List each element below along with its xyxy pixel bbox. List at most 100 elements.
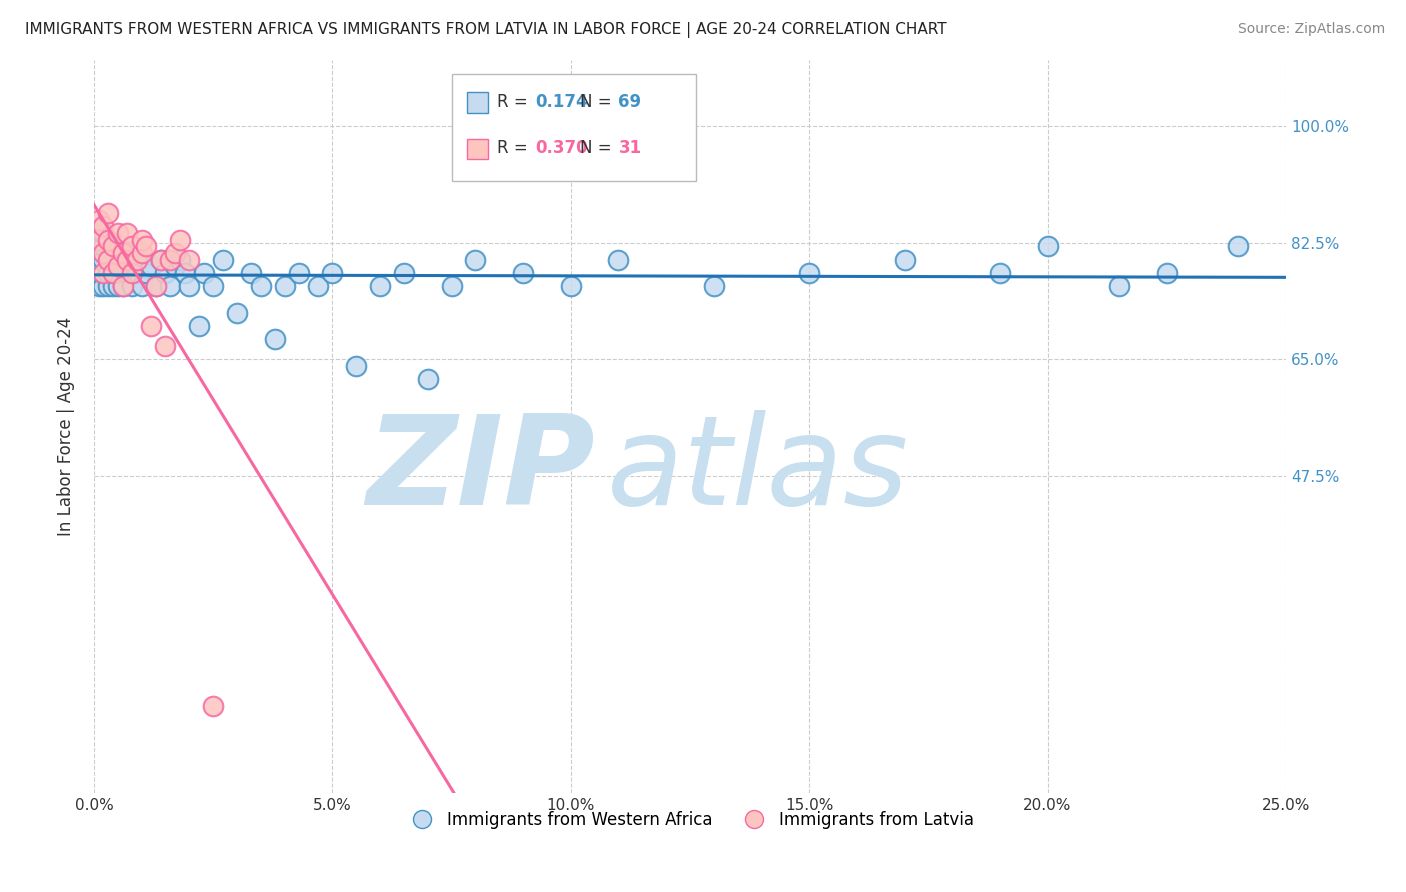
- Point: [117, 226, 139, 240]
- Point: [101, 252, 124, 267]
- Point: [607, 252, 630, 267]
- Point: [93, 226, 115, 240]
- Point: [131, 245, 153, 260]
- Text: N =: N =: [581, 93, 617, 111]
- Point: [97, 252, 120, 267]
- Point: [141, 319, 163, 334]
- Point: [145, 279, 167, 293]
- Point: [93, 239, 115, 253]
- Legend: Immigrants from Western Africa, Immigrants from Latvia: Immigrants from Western Africa, Immigran…: [399, 805, 981, 836]
- Point: [988, 266, 1011, 280]
- Point: [179, 252, 201, 267]
- Point: [107, 266, 129, 280]
- Bar: [467, 93, 488, 113]
- Point: [131, 252, 153, 267]
- Point: [193, 266, 215, 280]
- Point: [464, 252, 486, 267]
- Point: [1156, 266, 1178, 280]
- Point: [179, 279, 201, 293]
- Point: [101, 279, 124, 293]
- Point: [125, 266, 148, 280]
- Point: [117, 252, 139, 267]
- Point: [159, 279, 181, 293]
- Point: [121, 266, 143, 280]
- Point: [97, 206, 120, 220]
- Point: [560, 279, 582, 293]
- Point: [368, 279, 391, 293]
- Point: [173, 266, 195, 280]
- Point: [288, 266, 311, 280]
- Point: [202, 699, 225, 714]
- Point: [141, 259, 163, 273]
- Text: ZIP: ZIP: [366, 409, 595, 531]
- Point: [1108, 279, 1130, 293]
- Point: [155, 339, 177, 353]
- Point: [169, 233, 191, 247]
- Point: [107, 226, 129, 240]
- Point: [202, 279, 225, 293]
- Point: [264, 333, 287, 347]
- Point: [117, 266, 139, 280]
- Point: [169, 252, 191, 267]
- Point: [97, 252, 120, 267]
- Point: [893, 252, 915, 267]
- Point: [107, 259, 129, 273]
- Point: [121, 239, 143, 253]
- Text: 69: 69: [619, 93, 641, 111]
- Point: [159, 252, 181, 267]
- Point: [111, 259, 134, 273]
- Point: [93, 279, 115, 293]
- Point: [87, 279, 110, 293]
- Point: [93, 245, 115, 260]
- Text: R =: R =: [496, 93, 533, 111]
- Point: [392, 266, 415, 280]
- Point: [149, 252, 172, 267]
- Point: [797, 266, 820, 280]
- Point: [163, 259, 186, 273]
- Point: [87, 233, 110, 247]
- Point: [97, 279, 120, 293]
- Text: R =: R =: [496, 139, 533, 158]
- Point: [101, 239, 124, 253]
- Point: [187, 319, 209, 334]
- FancyBboxPatch shape: [451, 74, 696, 180]
- Point: [97, 239, 120, 253]
- Point: [512, 266, 534, 280]
- Point: [703, 279, 725, 293]
- Point: [93, 266, 115, 280]
- Point: [163, 245, 186, 260]
- Point: [101, 266, 124, 280]
- Point: [121, 252, 143, 267]
- Point: [125, 252, 148, 267]
- Point: [101, 239, 124, 253]
- Point: [93, 266, 115, 280]
- Point: [1036, 239, 1059, 253]
- Point: [107, 279, 129, 293]
- Point: [149, 252, 172, 267]
- Point: [87, 252, 110, 267]
- Text: Source: ZipAtlas.com: Source: ZipAtlas.com: [1237, 22, 1385, 37]
- Point: [97, 266, 120, 280]
- Point: [440, 279, 463, 293]
- Point: [155, 266, 177, 280]
- Point: [131, 233, 153, 247]
- Point: [240, 266, 263, 280]
- Point: [111, 245, 134, 260]
- Point: [111, 245, 134, 260]
- Point: [131, 279, 153, 293]
- Point: [1227, 239, 1250, 253]
- Point: [135, 266, 157, 280]
- Text: 0.370: 0.370: [534, 139, 588, 158]
- Point: [97, 233, 120, 247]
- Point: [135, 239, 157, 253]
- Bar: [467, 139, 488, 160]
- Point: [107, 239, 129, 253]
- Point: [111, 279, 134, 293]
- Point: [117, 252, 139, 267]
- Point: [125, 245, 148, 260]
- Point: [93, 219, 115, 234]
- Text: 31: 31: [619, 139, 641, 158]
- Point: [87, 266, 110, 280]
- Point: [344, 359, 367, 373]
- Point: [307, 279, 329, 293]
